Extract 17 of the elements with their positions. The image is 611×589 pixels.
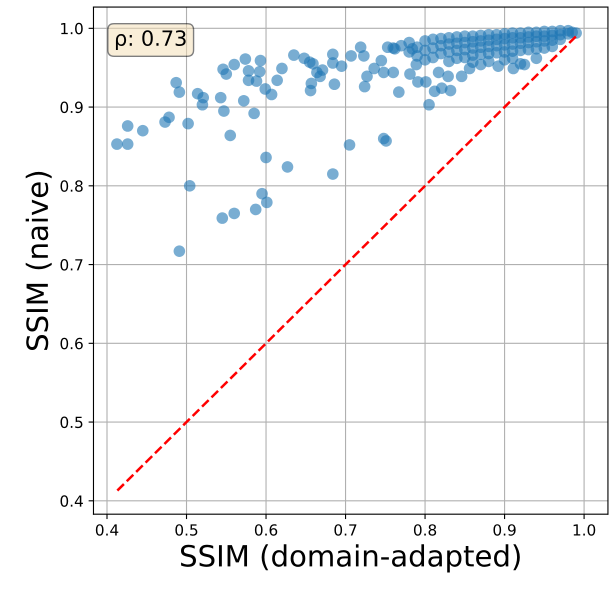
x-tick-label: 0.9 (493, 524, 516, 536)
y-tick-label: 0.5 (60, 416, 82, 428)
x-tick-label: 0.7 (334, 524, 356, 536)
x-tick-label: 0.5 (175, 524, 198, 536)
y-axis-title: SSIM (naive) (26, 172, 52, 350)
annotation: ρ: 0.73 (116, 30, 186, 50)
y-tick-label: 0.9 (60, 102, 83, 114)
y-tick-label: 0.6 (60, 338, 83, 350)
x-axis-title: SSIM (domain-adapted) (181, 544, 520, 572)
y-tick-label: 1.0 (61, 22, 83, 34)
y-tick-label: 0.7 (60, 259, 82, 271)
x-tick-label: 0.4 (96, 524, 118, 536)
y-tick-label: 0.4 (60, 495, 83, 507)
x-tick-label: 0.8 (414, 524, 436, 536)
x-tick-label: 0.6 (254, 524, 278, 536)
y-tick-label: 0.8 (60, 180, 83, 192)
x-tick-label: 1.0 (574, 524, 596, 536)
